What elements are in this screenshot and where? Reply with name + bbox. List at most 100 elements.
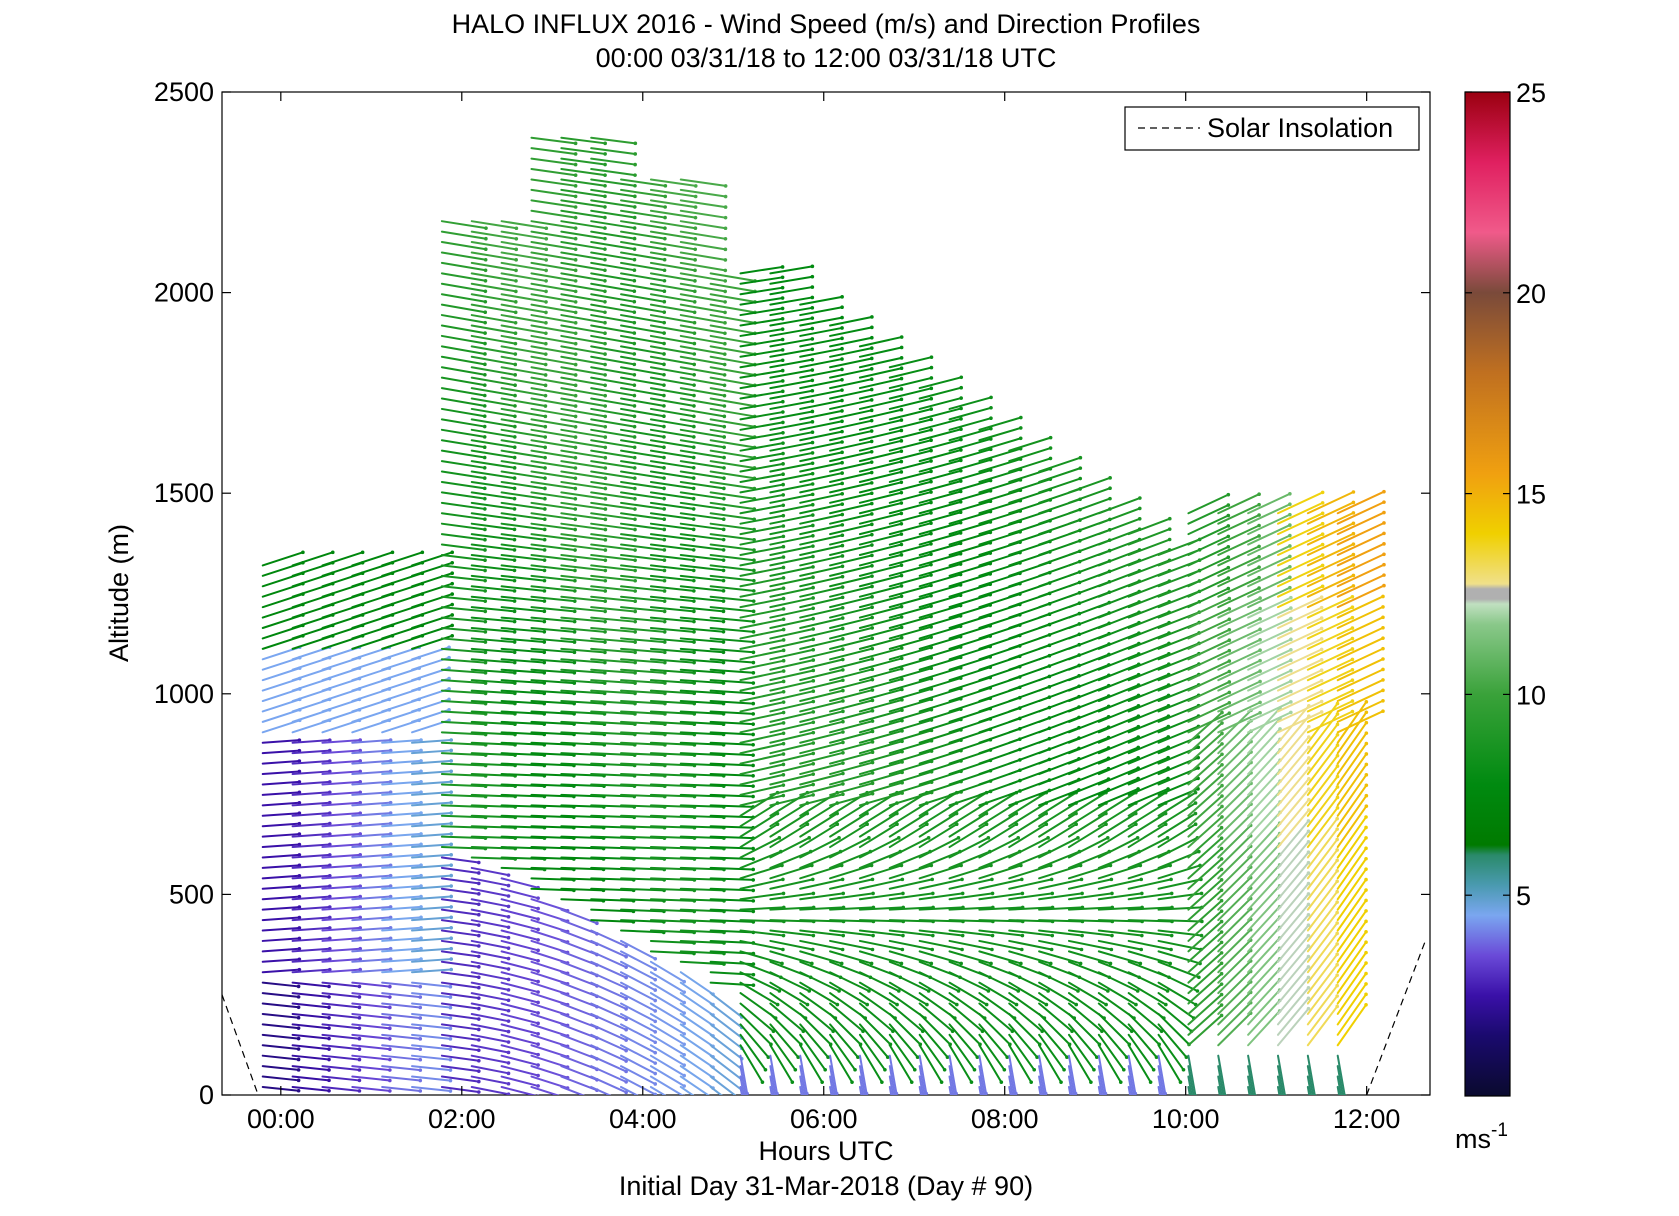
- wind-barb-tip: [722, 445, 726, 450]
- wind-barb: [1276, 617, 1323, 640]
- wind-barb: [530, 460, 577, 469]
- wind-barb-tip: [811, 585, 815, 590]
- wind-barb-tip: [811, 533, 815, 538]
- wind-barb-tip: [869, 481, 874, 485]
- wind-barb: [620, 679, 666, 685]
- wind-barb: [978, 437, 1022, 452]
- wind-barb-tip: [1381, 709, 1385, 714]
- wind-barb: [1127, 735, 1170, 755]
- wind-barb-tip: [811, 730, 816, 735]
- wind-barb-tip: [929, 396, 934, 401]
- wind-barb: [590, 324, 636, 335]
- wind-barb-tip: [653, 1071, 658, 1076]
- wind-barb: [291, 739, 331, 744]
- wind-barb: [411, 749, 453, 755]
- wind-barb-tip: [1307, 776, 1311, 781]
- wind-barb: [858, 939, 904, 951]
- wind-barb: [709, 846, 755, 850]
- wind-barb: [620, 981, 657, 1002]
- wind-barb: [291, 770, 331, 776]
- wind-barb: [888, 719, 933, 734]
- wind-barb: [440, 376, 486, 387]
- wind-barb-tip: [327, 1036, 331, 1041]
- wind-barb-tip: [418, 1016, 423, 1020]
- wind-barb-tip: [327, 936, 332, 941]
- wind-barb: [1247, 659, 1292, 682]
- wind-barb: [1247, 648, 1292, 671]
- wind-barb: [291, 801, 331, 807]
- wind-barb: [1247, 822, 1281, 859]
- wind-barb: [351, 1085, 391, 1092]
- wind-barb: [1097, 823, 1137, 849]
- wind-barb: [739, 442, 784, 452]
- wind-barb-tip: [572, 619, 577, 624]
- wind-barb-tip: [1016, 989, 1021, 993]
- wind-barb-tip: [358, 926, 363, 930]
- wind-barb: [858, 729, 904, 744]
- wind-barb: [560, 668, 606, 674]
- wind-barb: [858, 512, 903, 525]
- wind-barb-tip: [297, 800, 302, 805]
- wind-barb: [1247, 800, 1282, 838]
- wind-barb-tip: [691, 527, 696, 532]
- wind-barb: [1008, 1012, 1041, 1046]
- wind-barb: [560, 804, 605, 808]
- wind-barb: [1247, 680, 1292, 703]
- wind-barb: [620, 939, 657, 960]
- wind-barb: [351, 843, 392, 849]
- wind-barb: [530, 293, 577, 303]
- wind-barb-tip: [682, 1084, 686, 1088]
- wind-barb-tip: [1062, 1068, 1066, 1072]
- wind-barb: [620, 606, 666, 613]
- wind-barb-tip: [477, 975, 481, 980]
- wind-barb: [799, 793, 844, 807]
- wind-barb: [709, 480, 756, 490]
- wind-barb-tip: [506, 998, 511, 1003]
- wind-barb-tip: [603, 268, 607, 273]
- wind-barb: [530, 773, 575, 777]
- wind-barb: [709, 418, 756, 428]
- wind-barb-tip: [484, 226, 488, 230]
- wind-barb: [1276, 596, 1323, 619]
- wind-barb: [829, 502, 873, 515]
- wind-barb-tip: [1220, 773, 1224, 777]
- wind-barb: [1306, 1075, 1313, 1095]
- wind-barb: [500, 887, 540, 900]
- wind-barb: [709, 710, 755, 715]
- wind-barb-tip: [1220, 721, 1224, 725]
- wind-barb: [709, 689, 755, 695]
- wind-barb: [1067, 1065, 1076, 1095]
- wind-barb: [560, 272, 606, 282]
- wind-barb: [649, 209, 697, 219]
- wind-barb: [858, 460, 903, 473]
- wind-barb: [948, 500, 992, 515]
- wind-barb-tip: [633, 517, 637, 522]
- wind-barb-tip: [653, 957, 658, 961]
- wind-barb-tip: [840, 357, 844, 361]
- wind-barb-tip: [1258, 658, 1262, 663]
- wind-barb: [799, 864, 843, 880]
- wind-barb-tip: [1050, 933, 1055, 938]
- wind-barb: [829, 419, 873, 431]
- wind-barb: [858, 522, 903, 536]
- wind-barb: [739, 823, 779, 849]
- wind-barb: [739, 1054, 749, 1095]
- wind-barb-tip: [820, 1080, 824, 1084]
- wind-barb-tip: [929, 500, 933, 505]
- wind-barb: [1247, 503, 1291, 525]
- wind-barb-tip: [506, 988, 511, 992]
- wind-barb: [1306, 880, 1339, 922]
- wind-barb-tip: [358, 780, 363, 784]
- wind-barb: [799, 492, 844, 504]
- wind-barb-tip: [752, 578, 756, 583]
- wind-barb: [321, 1033, 361, 1040]
- wind-barb: [918, 791, 958, 817]
- wind-barb: [918, 1054, 928, 1095]
- wind-barb-tip: [513, 373, 518, 377]
- wind-barb: [351, 1054, 391, 1061]
- wind-barb-tip: [512, 671, 517, 675]
- wind-barb: [590, 616, 637, 623]
- wind-barb-tip: [603, 352, 607, 356]
- wind-barb-tip: [483, 278, 488, 283]
- wind-barb: [1008, 823, 1048, 849]
